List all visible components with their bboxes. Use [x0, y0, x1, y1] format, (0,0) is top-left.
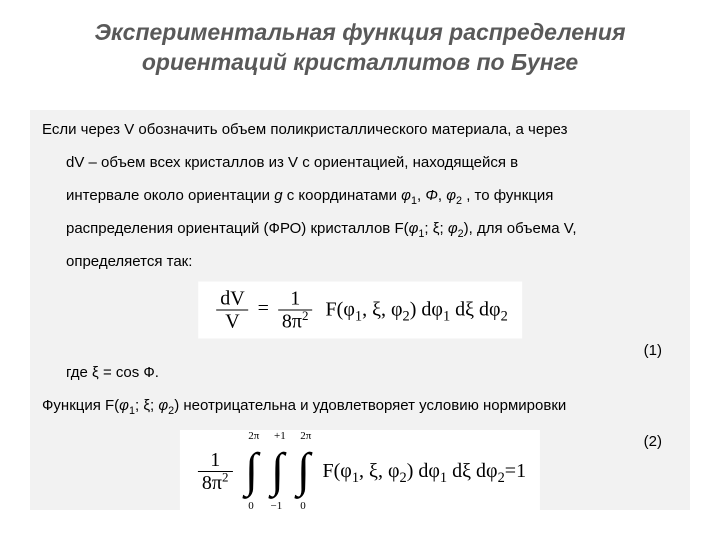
equation-1-row: dV V = 1 8π2 F(φ1, ξ, φ2) dφ1 dξ dφ2 (1) [30, 279, 690, 341]
title-line-1: Экспериментальная функция распределения [94, 19, 625, 45]
slide-title: Экспериментальная функция распределения … [30, 18, 690, 78]
eq1-number: (1) [644, 342, 662, 359]
p1-line2: dV – объем всех кристаллов из V с ориент… [30, 143, 690, 176]
sym-Phi: Φ [425, 187, 438, 204]
eq1-frac-dvv: dV V [216, 288, 248, 333]
eq1-frac-1-8pi2: 1 8π2 [278, 288, 313, 333]
body-box: Если через V обозначить объем поликриста… [30, 110, 690, 510]
paragraph-1: Если через V обозначить объем поликриста… [30, 110, 690, 143]
p1-line3: интервале около ориентации g с координат… [30, 176, 690, 209]
sym-phi1: φ [401, 187, 411, 204]
p1-line5: определяется так: [30, 242, 690, 275]
p1-line1: Если через V обозначить объем поликриста… [42, 121, 567, 138]
triple-integral: 2π ∫ 0 +1 ∫ −1 2π ∫ 0 [242, 432, 314, 510]
integral-icon: ∫ [271, 432, 284, 510]
p1-line4: распределения ориентаций (ФРО) кристалло… [30, 209, 690, 242]
integral-icon: ∫ [297, 432, 310, 510]
slide: Экспериментальная функция распределения … [0, 0, 720, 540]
eq1-function: F(φ1, ξ, φ2) dφ1 dξ dφ2 [326, 299, 508, 322]
title-line-2: ориентаций кристаллитов по Бунге [142, 49, 578, 75]
equation-2-row: 1 8π2 2π ∫ 0 +1 ∫ −1 2π [30, 423, 690, 510]
eq2-frac-1-8pi2: 1 8π2 [198, 449, 233, 494]
equation-2: 1 8π2 2π ∫ 0 +1 ∫ −1 2π [180, 430, 540, 510]
paragraph-2: Функция F(φ1; ξ; φ2) неотрицательна и уд… [30, 386, 690, 419]
equation-1: dV V = 1 8π2 F(φ1, ξ, φ2) dφ1 dξ dφ2 [198, 282, 522, 339]
sym-phi2: φ [446, 187, 456, 204]
sym-g: g [274, 187, 282, 204]
eq2-number: (2) [644, 433, 662, 450]
eq2-function: F(φ1, ξ, φ2) dφ1 dξ dφ2=1 [323, 460, 527, 483]
line-after-eq1: где ξ = cos Ф. [30, 341, 690, 386]
integral-icon: ∫ [245, 432, 258, 510]
